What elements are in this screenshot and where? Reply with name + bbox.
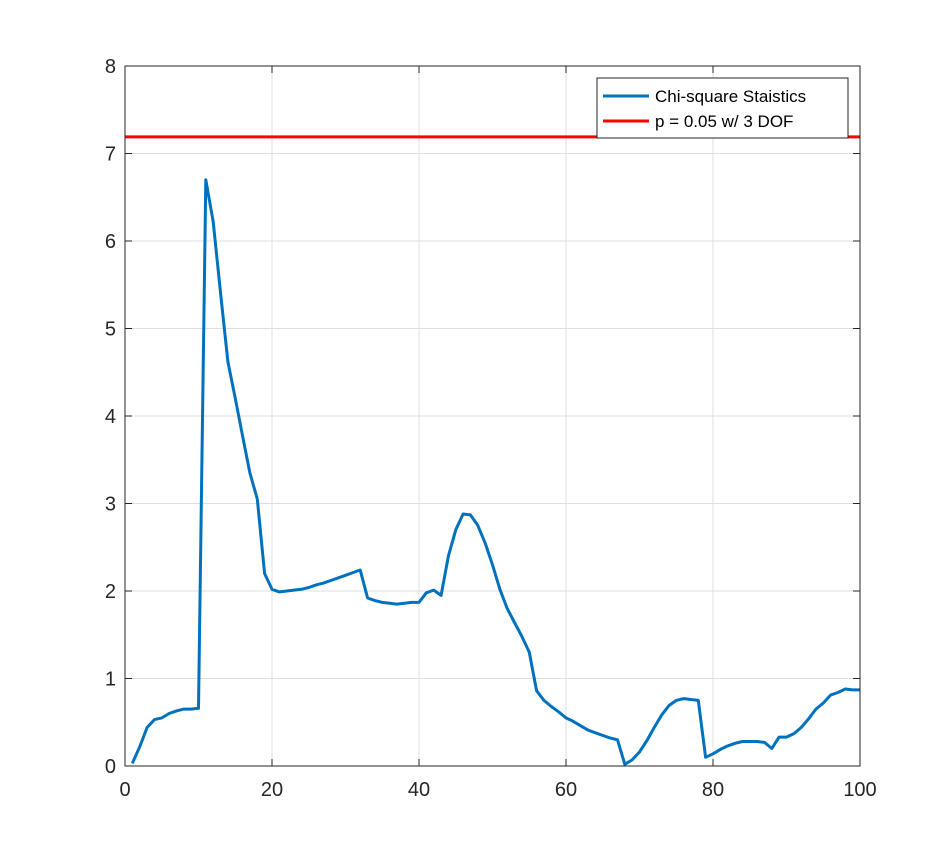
x-tick-label: 40 xyxy=(408,779,430,801)
y-tick-label: 8 xyxy=(105,56,116,78)
ticks: 0 20 40 60 80 100 0 1 2 3 4 5 6 7 8 xyxy=(105,56,877,801)
y-tick-label: 6 xyxy=(105,231,116,253)
x-tick-label: 60 xyxy=(555,779,577,801)
y-tick-label: 3 xyxy=(105,494,116,516)
y-tick-label: 4 xyxy=(105,406,116,428)
y-tick-label: 7 xyxy=(105,144,116,166)
x-tick-label: 0 xyxy=(119,779,130,801)
legend: Chi-square Staistics p = 0.05 w/ 3 DOF xyxy=(596,77,849,139)
x-tick-label: 100 xyxy=(843,779,876,801)
y-tick-label: 2 xyxy=(105,581,116,603)
x-tick-label: 80 xyxy=(702,779,724,801)
y-tick-label: 5 xyxy=(105,319,116,341)
legend-label-1: Chi-square Staistics xyxy=(655,87,806,106)
x-tick-label: 20 xyxy=(261,779,283,801)
y-tick-label: 0 xyxy=(105,756,116,778)
y-tick-label: 1 xyxy=(105,669,116,691)
series-line-1 xyxy=(130,178,860,766)
legend-label-2: p = 0.05 w/ 3 DOF xyxy=(655,112,793,131)
legend-box xyxy=(596,77,849,139)
